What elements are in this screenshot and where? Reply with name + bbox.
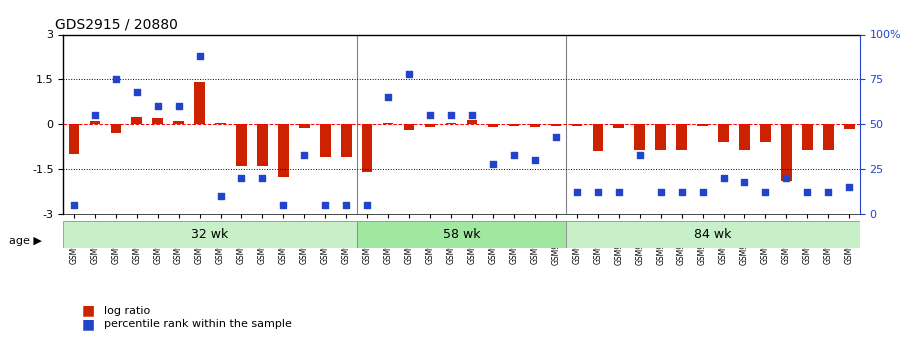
Point xyxy=(423,112,437,118)
Bar xyxy=(320,124,330,157)
Bar xyxy=(529,124,540,127)
Text: ■: ■ xyxy=(81,304,95,317)
Bar xyxy=(760,124,771,142)
Point xyxy=(486,161,500,166)
Point xyxy=(653,190,668,195)
Point xyxy=(842,184,856,190)
Point xyxy=(255,175,270,181)
Point xyxy=(569,190,584,195)
Bar xyxy=(195,82,205,124)
Bar xyxy=(844,124,854,129)
Point xyxy=(738,179,752,184)
FancyBboxPatch shape xyxy=(63,221,357,248)
Bar xyxy=(383,123,394,124)
Point xyxy=(214,193,228,199)
Point xyxy=(276,202,291,208)
Text: age ▶: age ▶ xyxy=(9,237,42,246)
Point xyxy=(548,134,563,139)
Point xyxy=(297,152,311,157)
Bar xyxy=(69,124,79,154)
Bar xyxy=(424,124,435,127)
Text: 84 wk: 84 wk xyxy=(694,228,732,241)
Text: 32 wk: 32 wk xyxy=(192,228,229,241)
Bar xyxy=(719,124,729,142)
Point xyxy=(129,89,144,95)
Point xyxy=(88,112,102,118)
Point xyxy=(360,202,375,208)
Bar xyxy=(739,124,749,150)
Text: 58 wk: 58 wk xyxy=(443,228,481,241)
Point xyxy=(465,112,480,118)
Bar xyxy=(131,117,142,124)
Bar xyxy=(404,124,414,130)
FancyBboxPatch shape xyxy=(567,221,860,248)
Bar xyxy=(174,121,184,124)
Text: percentile rank within the sample: percentile rank within the sample xyxy=(104,319,292,329)
Bar xyxy=(634,124,645,150)
Bar xyxy=(215,123,225,124)
Bar xyxy=(698,124,708,126)
Bar xyxy=(341,124,351,157)
Point xyxy=(507,152,521,157)
Point xyxy=(109,77,123,82)
Bar xyxy=(90,121,100,124)
Bar xyxy=(572,124,582,126)
Point xyxy=(821,190,835,195)
Bar xyxy=(781,124,792,181)
Bar xyxy=(509,124,519,126)
Point xyxy=(171,104,186,109)
Point xyxy=(234,175,249,181)
Bar xyxy=(823,124,834,150)
Text: log ratio: log ratio xyxy=(104,306,150,315)
Bar xyxy=(362,124,373,172)
FancyBboxPatch shape xyxy=(357,221,567,248)
Bar xyxy=(488,124,499,127)
Point xyxy=(150,104,165,109)
Point xyxy=(674,190,689,195)
Point xyxy=(67,202,81,208)
Point xyxy=(318,202,332,208)
Point xyxy=(779,175,794,181)
Text: ■: ■ xyxy=(81,317,95,331)
Bar xyxy=(152,118,163,124)
Bar xyxy=(593,124,603,151)
Point xyxy=(695,190,710,195)
Point xyxy=(716,175,730,181)
Point xyxy=(633,152,647,157)
Bar xyxy=(550,124,561,126)
Bar xyxy=(236,124,247,166)
Point xyxy=(612,190,626,195)
Bar xyxy=(802,124,813,150)
Bar xyxy=(300,124,310,128)
Point xyxy=(528,157,542,163)
Bar xyxy=(257,124,268,166)
Point xyxy=(381,95,395,100)
Text: GDS2915 / 20880: GDS2915 / 20880 xyxy=(55,18,178,32)
Point xyxy=(758,190,773,195)
Bar xyxy=(655,124,666,150)
Point xyxy=(402,71,416,77)
Bar xyxy=(446,123,456,124)
Point xyxy=(591,190,605,195)
Bar xyxy=(614,124,624,128)
Bar xyxy=(467,120,477,124)
Point xyxy=(443,112,458,118)
Point xyxy=(193,53,207,59)
Bar xyxy=(110,124,121,133)
Bar xyxy=(676,124,687,150)
Point xyxy=(800,190,814,195)
Point xyxy=(339,202,354,208)
Bar xyxy=(278,124,289,177)
